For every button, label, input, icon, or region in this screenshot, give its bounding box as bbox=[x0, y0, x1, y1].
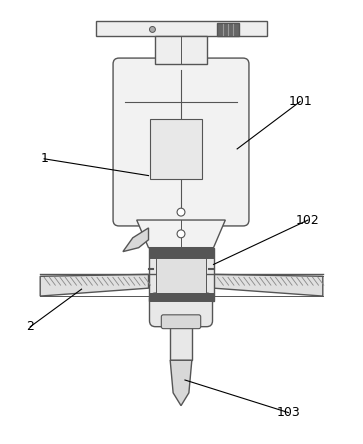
Bar bbox=[217, 23, 239, 36]
Bar bbox=[148, 293, 213, 301]
Circle shape bbox=[177, 208, 185, 216]
Bar bbox=[151, 119, 202, 178]
FancyBboxPatch shape bbox=[113, 58, 249, 226]
Bar bbox=[96, 20, 267, 36]
Circle shape bbox=[150, 27, 155, 32]
Polygon shape bbox=[137, 220, 225, 248]
Bar bbox=[148, 248, 213, 301]
Circle shape bbox=[177, 230, 185, 238]
Polygon shape bbox=[213, 274, 323, 296]
Bar bbox=[156, 256, 205, 293]
Bar bbox=[170, 321, 192, 360]
Text: 2: 2 bbox=[26, 320, 34, 333]
FancyBboxPatch shape bbox=[161, 315, 201, 329]
Polygon shape bbox=[170, 360, 192, 406]
Text: 101: 101 bbox=[288, 95, 312, 108]
Polygon shape bbox=[40, 274, 148, 296]
Bar bbox=[148, 248, 213, 258]
Polygon shape bbox=[123, 228, 148, 252]
Bar bbox=[155, 36, 207, 64]
FancyBboxPatch shape bbox=[150, 293, 212, 327]
Text: 1: 1 bbox=[40, 152, 48, 165]
Text: 103: 103 bbox=[277, 406, 300, 419]
Text: 102: 102 bbox=[296, 214, 320, 226]
